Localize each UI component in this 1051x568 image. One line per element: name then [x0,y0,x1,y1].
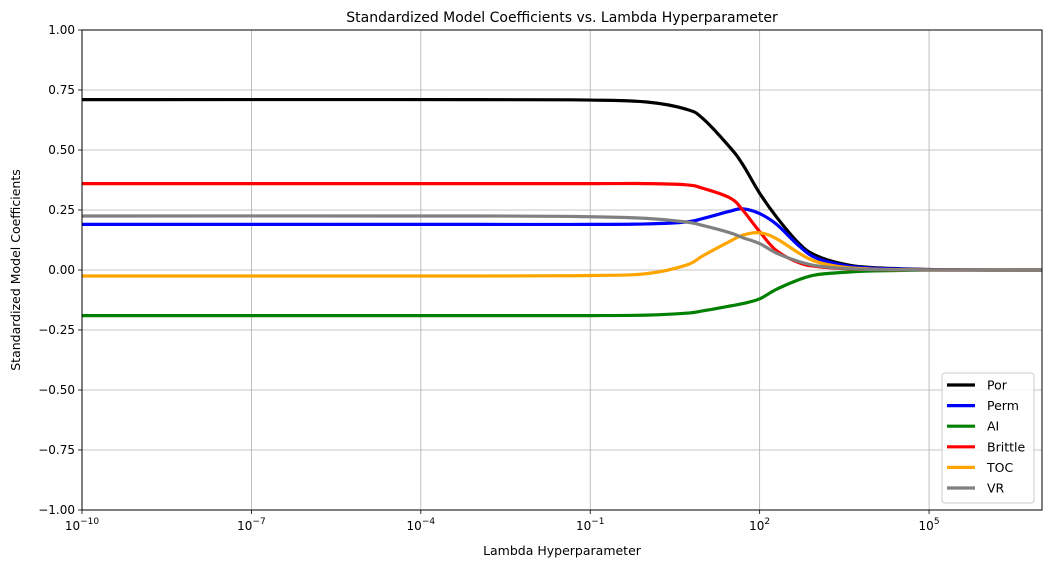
y-tick-label: 0.75 [48,83,75,97]
series-line-brittle [82,181,1042,272]
legend-label-por: Por [987,378,1008,393]
x-axis-ticks: 10−10 10−7 10−4 10−1 102 105 [65,510,940,533]
x-tick-label: 10−10 [65,517,100,533]
x-tick-label: 10−4 [407,517,436,533]
legend-label-ai: AI [987,419,999,434]
y-tick-label: 0.50 [48,143,75,157]
chart-title: Standardized Model Coefficients vs. Lamb… [346,10,778,26]
y-tick-label: −0.25 [38,323,75,337]
x-tick-label: 105 [919,517,940,533]
legend-label-vr: VR [987,481,1005,496]
y-tick-label: 0.25 [48,203,75,217]
y-tick-label: −0.75 [38,443,75,457]
legend-label-perm: Perm [987,398,1019,413]
y-axis-label: Standardized Model Coefficients [8,169,23,371]
x-tick-label: 10−7 [237,517,266,533]
x-tick-label: 102 [749,517,770,533]
legend-label-toc: TOC [986,460,1013,475]
x-tick-label: 10−1 [576,517,605,533]
series-line-vr [81,214,1042,272]
y-tick-label: 0.00 [48,263,75,277]
y-tick-label: −0.50 [38,383,75,397]
legend: Por Perm AI Brittle TOC VR [941,372,1035,504]
y-tick-label: 1.00 [48,23,75,37]
y-tick-label: −1.00 [38,503,75,517]
series-lines [81,97,1043,318]
legend-label-brittle: Brittle [987,439,1025,454]
y-axis-ticks: 1.00 0.75 0.50 0.25 0.00 −0.25 −0.50 −0.75 −1.00 [38,23,82,517]
x-axis-label: Lambda Hyperparameter [483,543,642,558]
